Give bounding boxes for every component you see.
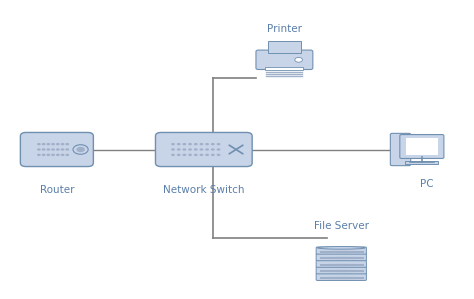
FancyBboxPatch shape (256, 50, 313, 69)
Circle shape (37, 148, 41, 151)
FancyBboxPatch shape (390, 133, 410, 166)
Circle shape (211, 148, 215, 151)
Circle shape (51, 143, 55, 145)
Circle shape (177, 154, 181, 156)
Ellipse shape (318, 247, 365, 249)
Circle shape (65, 148, 69, 151)
Text: Printer: Printer (267, 24, 302, 34)
Text: File Server: File Server (314, 221, 369, 231)
Circle shape (177, 148, 181, 151)
Circle shape (171, 148, 175, 151)
FancyBboxPatch shape (316, 260, 366, 267)
Circle shape (56, 148, 60, 151)
Text: Router: Router (40, 185, 74, 195)
Circle shape (61, 148, 64, 151)
Circle shape (205, 148, 209, 151)
FancyBboxPatch shape (316, 247, 366, 254)
Circle shape (211, 143, 215, 145)
Circle shape (194, 143, 198, 145)
Circle shape (188, 143, 192, 145)
Circle shape (51, 148, 55, 151)
Circle shape (73, 145, 88, 154)
Circle shape (46, 143, 50, 145)
Circle shape (217, 143, 220, 145)
Text: PC: PC (420, 179, 433, 189)
FancyBboxPatch shape (20, 132, 93, 167)
Circle shape (217, 148, 220, 151)
Circle shape (46, 148, 50, 151)
Circle shape (46, 154, 50, 156)
Circle shape (42, 154, 46, 156)
FancyBboxPatch shape (316, 267, 366, 274)
Circle shape (42, 148, 46, 151)
Circle shape (182, 143, 186, 145)
Circle shape (194, 148, 198, 151)
Circle shape (200, 143, 203, 145)
FancyBboxPatch shape (316, 273, 366, 280)
Circle shape (42, 143, 46, 145)
Circle shape (295, 57, 302, 62)
Bar (268, 41, 301, 53)
Circle shape (56, 154, 60, 156)
Text: Network Switch: Network Switch (163, 185, 245, 195)
FancyBboxPatch shape (316, 254, 366, 261)
Circle shape (61, 154, 64, 156)
Circle shape (37, 143, 41, 145)
Circle shape (200, 148, 203, 151)
Circle shape (200, 154, 203, 156)
Circle shape (56, 143, 60, 145)
Circle shape (205, 154, 209, 156)
Circle shape (37, 154, 41, 156)
Circle shape (76, 147, 85, 152)
Circle shape (65, 154, 69, 156)
Circle shape (182, 148, 186, 151)
FancyBboxPatch shape (155, 132, 252, 167)
Circle shape (65, 143, 69, 145)
Circle shape (171, 143, 175, 145)
Circle shape (188, 154, 192, 156)
Circle shape (171, 154, 175, 156)
Bar (405, 138, 438, 155)
Circle shape (211, 154, 215, 156)
Circle shape (205, 143, 209, 145)
Circle shape (61, 143, 64, 145)
Circle shape (51, 154, 55, 156)
Circle shape (188, 148, 192, 151)
Circle shape (177, 143, 181, 145)
Circle shape (217, 154, 220, 156)
Circle shape (182, 154, 186, 156)
Bar (405, 161, 438, 164)
Circle shape (194, 154, 198, 156)
FancyBboxPatch shape (400, 135, 444, 158)
Bar (265, 67, 303, 69)
